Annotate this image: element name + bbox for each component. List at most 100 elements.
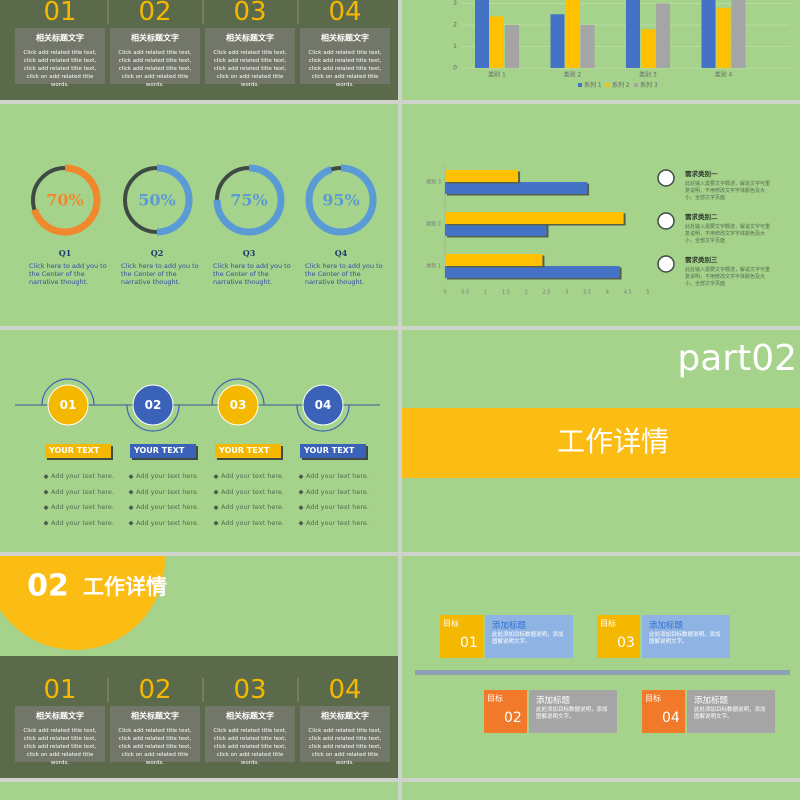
bullet-diamond (298, 520, 304, 526)
note-icon (657, 255, 675, 273)
x-tick-label: 类别 4 (715, 71, 733, 79)
panel-number: 04 (328, 675, 362, 705)
panel-number: 02 (138, 0, 172, 27)
bar (565, 0, 580, 68)
goal-box (485, 615, 573, 658)
bullet-text: Add your text here. (221, 503, 284, 511)
x-tick-label: 1.5 (502, 290, 510, 296)
part-label: part02 (677, 338, 797, 379)
note-title: 需求类别二 (685, 213, 718, 221)
timeline-node (47, 384, 89, 426)
bar (656, 3, 670, 68)
goal-number: 02 (504, 710, 522, 726)
goal-number: 04 (662, 710, 680, 726)
goal-number: 01 (460, 635, 478, 651)
donut-arc (29, 164, 101, 236)
goal-title: 添加标题 (536, 696, 571, 706)
bullet-text: Add your text here. (306, 487, 369, 496)
bar (716, 7, 731, 69)
goal-title: 添加标题 (694, 696, 729, 706)
bar (580, 25, 595, 68)
x-tick-label: 类别 1 (488, 71, 506, 79)
goal-box (529, 690, 617, 733)
timeline-arc (296, 404, 350, 432)
panel-number: 03 (233, 0, 267, 27)
bullet-text: Add your text here. (136, 472, 199, 480)
panel-title: 相关标题文字 (226, 711, 274, 721)
panel-photo (300, 28, 390, 84)
bar (731, 0, 746, 68)
bullet-text: Add your text here. (306, 518, 369, 527)
panel-photo (15, 28, 105, 84)
y-tick-label: 类别 2 (426, 221, 441, 228)
tag (215, 444, 281, 458)
panel-number: 01 (43, 675, 77, 705)
note-title: 需求类别三 (685, 256, 718, 264)
goal-number: 03 (617, 635, 635, 651)
donut-caption: Click here to add you to the Center of t… (29, 262, 107, 286)
bullet-text: Add your text here. (136, 518, 199, 527)
donut-category: Q2 (151, 248, 164, 258)
goal-text: 此处添加目标数据说明，添加图解说明文字。 (536, 707, 608, 720)
goal-tag (597, 615, 640, 658)
timeline-arc (126, 404, 180, 432)
legend-swatch (634, 83, 638, 87)
goal-tag-label: 目标 (443, 619, 459, 628)
goal-title: 添加标题 (492, 621, 527, 631)
donut-arc (213, 164, 285, 236)
panel-title: 相关标题文字 (321, 33, 369, 43)
legend-label: 系列 1 (584, 81, 602, 89)
bar (505, 25, 519, 68)
panel-number: 02 (138, 675, 172, 705)
legend-label: 系列 2 (612, 81, 630, 89)
bullet-text: Add your text here. (136, 503, 199, 511)
legend-swatch (578, 83, 582, 87)
bar (626, 0, 640, 68)
y-tick-label: 0 (453, 65, 457, 72)
note-icon (657, 169, 675, 187)
panel-photo (300, 706, 390, 762)
donut-label: 50% (138, 191, 175, 210)
goal-title: 添加标题 (649, 621, 684, 631)
panel-title: 相关标题文字 (321, 711, 369, 721)
tag-label: YOUR TEXT (134, 446, 185, 455)
goal-tag (642, 690, 685, 733)
tag-label: YOUR TEXT (49, 446, 100, 455)
bullet-text: Add your text here. (306, 503, 369, 511)
donut-label: 70% (46, 191, 83, 210)
panel-number: 01 (43, 0, 77, 27)
tag (300, 444, 366, 458)
bullet-text: Add your text here. (221, 487, 284, 496)
y-tick-label: 1 (453, 43, 457, 50)
bar (445, 212, 624, 224)
x-tick-label: 4.5 (624, 290, 632, 296)
panel-text: Click add related title text, click add … (118, 728, 192, 766)
section-shape (0, 556, 165, 650)
bullet-diamond (298, 505, 304, 511)
goal-tag-label: 目标 (645, 694, 661, 703)
donut-label: 95% (322, 191, 359, 210)
legend-swatch (606, 83, 610, 87)
y-tick-label: 3 (453, 0, 457, 7)
note-text: 此处输入需要文字概述，解说文字可重复说明，不用修改文字字体颜色及大小，全部文字页… (685, 224, 771, 244)
goal-tag (440, 615, 483, 658)
goal-tag (484, 690, 527, 733)
panel-text: Click add related title text, click add … (23, 50, 97, 88)
bullet-text: Add your text here. (51, 472, 114, 480)
panel-text: Click add related title text, click add … (118, 50, 192, 88)
bar (445, 254, 543, 266)
x-tick-label: 5 (646, 290, 649, 296)
donut-label: 75% (230, 191, 267, 210)
donut-arc (305, 164, 377, 236)
title-band (402, 408, 800, 478)
x-tick-label: 2.5 (543, 290, 551, 296)
bar (701, 0, 716, 68)
note-icon (657, 212, 675, 230)
x-tick-label: 3.5 (583, 290, 591, 296)
note-title: 需求类别一 (685, 170, 718, 178)
panel-photo (15, 706, 105, 762)
donut-caption: Click here to add you to the Center of t… (213, 262, 291, 286)
panel-text: Click add related title text, click add … (308, 50, 382, 88)
